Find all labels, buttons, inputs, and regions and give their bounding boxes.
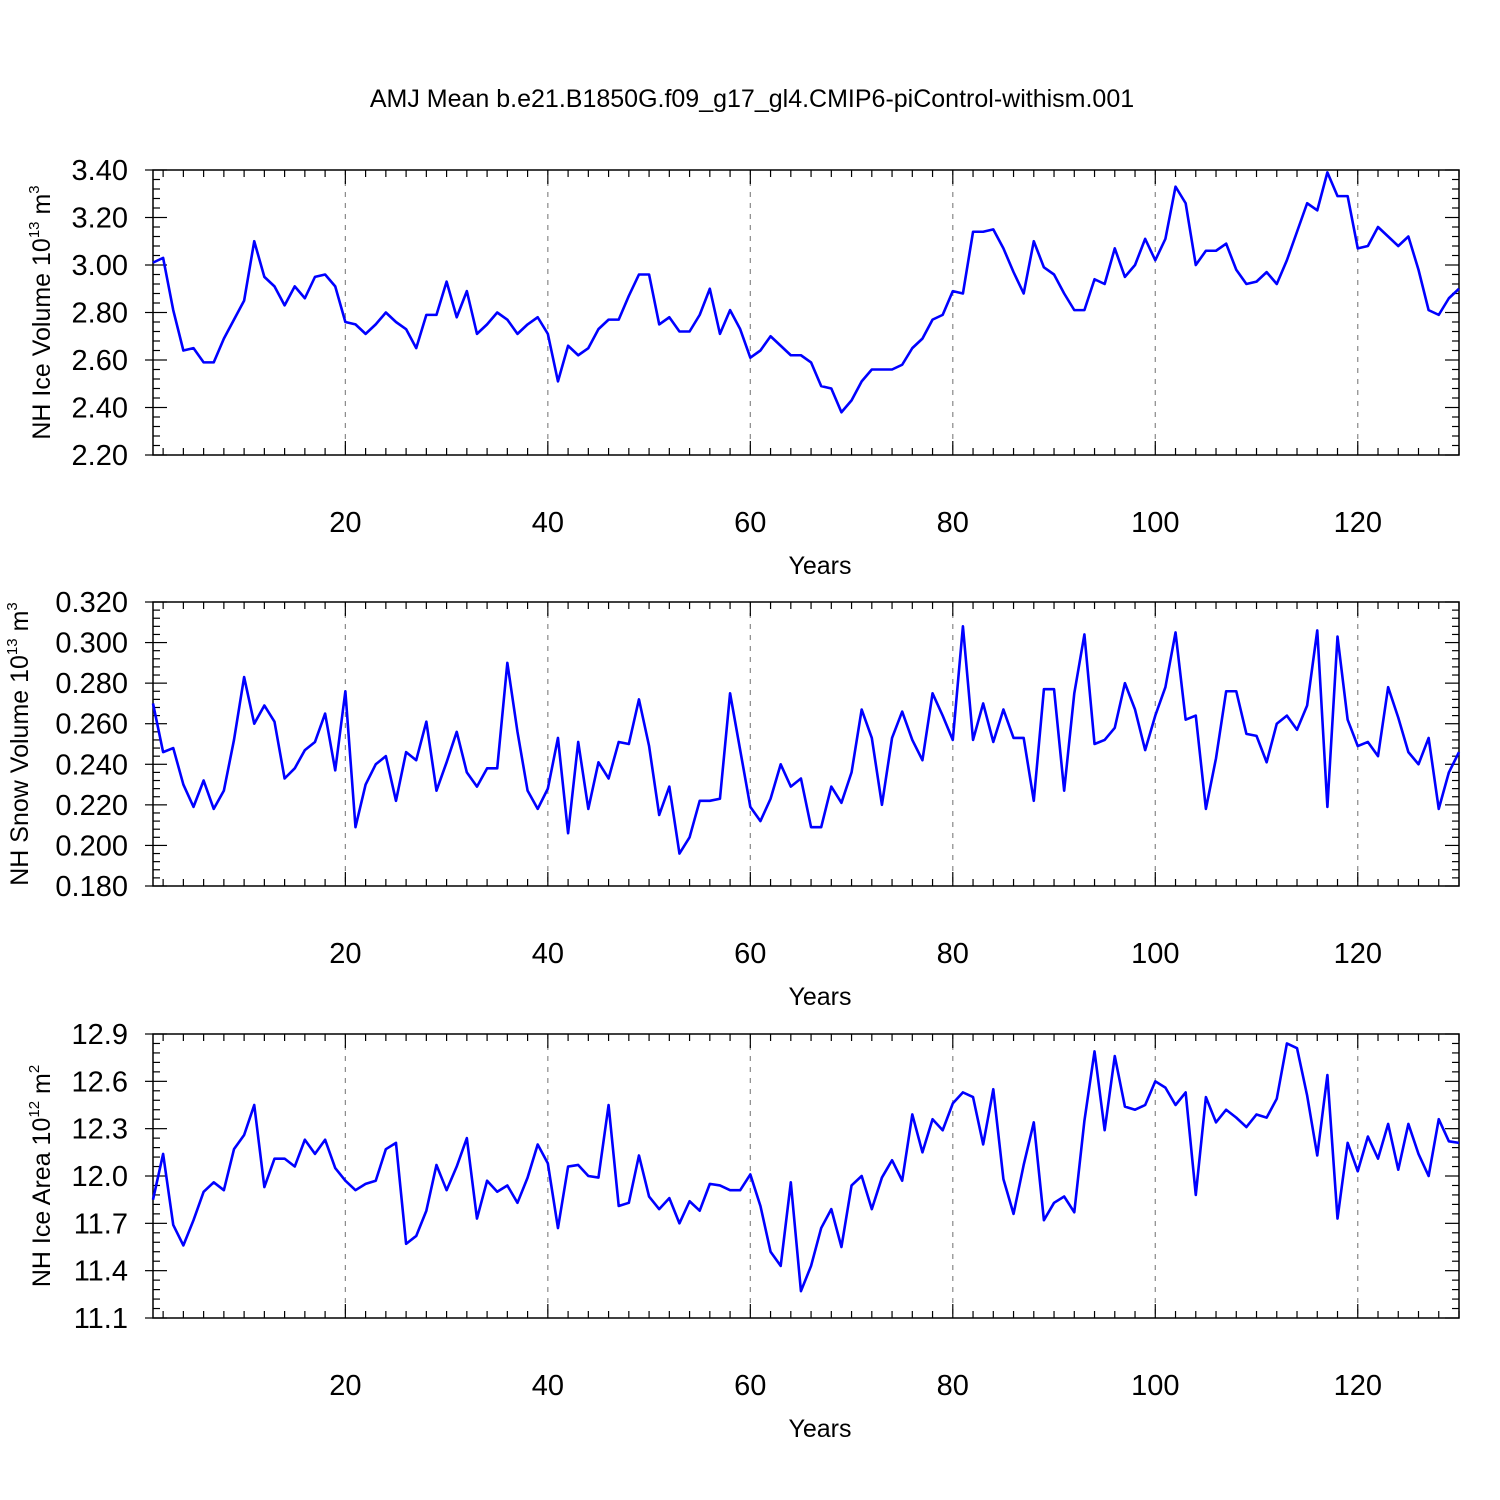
y-label-unit-exponent: 3	[4, 602, 21, 610]
chart-title: AMJ Mean b.e21.B1850G.f09_g17_gl4.CMIP6-…	[370, 85, 1134, 113]
x-tick-label: 40	[532, 938, 564, 970]
x-tick-label: 80	[937, 938, 969, 970]
y-tick-label: 12.6	[72, 1066, 128, 1098]
y-axis-label: NH Ice Area 1012 m2	[26, 1065, 56, 1287]
y-label-exponent: 13	[26, 221, 43, 238]
y-label-unit-exponent: 2	[26, 1065, 43, 1073]
y-label-unit: m	[28, 194, 56, 222]
y-tick-label: 0.220	[55, 790, 128, 822]
x-tick-label: 40	[532, 507, 564, 539]
y-tick-label: 0.180	[55, 871, 128, 903]
y-label-main: NH Snow Volume 10	[6, 655, 34, 886]
x-axis-label: Years	[788, 1415, 851, 1443]
y-label-main: NH Ice Area 10	[28, 1118, 56, 1288]
x-tick-label: 60	[734, 938, 766, 970]
y-tick-label: 12.0	[72, 1161, 128, 1193]
x-tick-label: 120	[1334, 938, 1382, 970]
x-tick-label: 100	[1131, 1370, 1179, 1402]
y-tick-label: 2.40	[72, 393, 128, 425]
y-label-unit: m	[28, 1073, 56, 1101]
x-axis-label: Years	[788, 552, 851, 580]
y-label-main: NH Ice Volume 10	[28, 238, 56, 440]
y-tick-label: 2.80	[72, 298, 128, 330]
y-label-unit: m	[6, 611, 34, 639]
x-tick-label: 120	[1334, 507, 1382, 539]
y-tick-label: 11.4	[74, 1256, 128, 1288]
y-tick-label: 2.60	[72, 345, 128, 377]
y-label-exponent: 13	[4, 638, 21, 655]
y-axis-label: NH Ice Volume 1013 m3	[26, 185, 56, 439]
y-tick-label: 3.20	[72, 203, 128, 235]
x-tick-label: 80	[937, 1370, 969, 1402]
x-tick-label: 120	[1334, 1370, 1382, 1402]
y-tick-label: 0.280	[55, 668, 128, 700]
y-label-exponent: 12	[26, 1101, 43, 1118]
series-line	[152, 171, 1460, 414]
x-tick-label: 20	[329, 507, 361, 539]
y-axis-label: NH Snow Volume 1013 m3	[4, 602, 34, 886]
x-tick-label: 80	[937, 507, 969, 539]
y-tick-label: 0.300	[55, 628, 128, 660]
y-tick-label: 0.320	[55, 587, 128, 619]
x-axis-label: Years	[788, 983, 851, 1011]
y-tick-label: 3.00	[72, 250, 128, 282]
x-tick-label: 20	[329, 938, 361, 970]
x-tick-label: 60	[734, 507, 766, 539]
y-tick-label: 2.20	[72, 440, 128, 472]
x-tick-label: 60	[734, 1370, 766, 1402]
y-tick-label: 3.40	[72, 155, 128, 187]
y-tick-label: 11.7	[74, 1208, 128, 1240]
plot-frame	[152, 601, 1460, 887]
y-tick-label: 11.1	[74, 1303, 128, 1335]
panel-2: 0.180 0.200 0.220 0.240 0.260 0.280 0.300 0.320…	[4, 587, 1461, 1011]
panel-3: 11.1 11.4 11.7 12.0 12.3 12.6 12.9 20 40 60 80 100 1…	[26, 1019, 1460, 1443]
panel-1: 2.20 2.40 2.60 2.80 3.00 3.20 3.40 20 40 60 80 100 1…	[26, 155, 1460, 580]
y-tick-label: 0.240	[55, 749, 128, 781]
y-tick-label: 12.3	[72, 1114, 128, 1146]
x-tick-label: 100	[1131, 938, 1179, 970]
x-tick-label: 100	[1131, 507, 1179, 539]
y-tick-label: 0.260	[55, 709, 128, 741]
series-line	[151, 625, 1461, 855]
plot-frame	[152, 169, 1460, 456]
y-tick-label: 12.9	[72, 1019, 128, 1051]
x-tick-label: 40	[532, 1370, 564, 1402]
y-label-unit-exponent: 3	[26, 185, 43, 193]
series-line	[151, 1042, 1460, 1293]
x-tick-label: 20	[329, 1370, 361, 1402]
y-tick-label: 0.200	[55, 830, 128, 862]
